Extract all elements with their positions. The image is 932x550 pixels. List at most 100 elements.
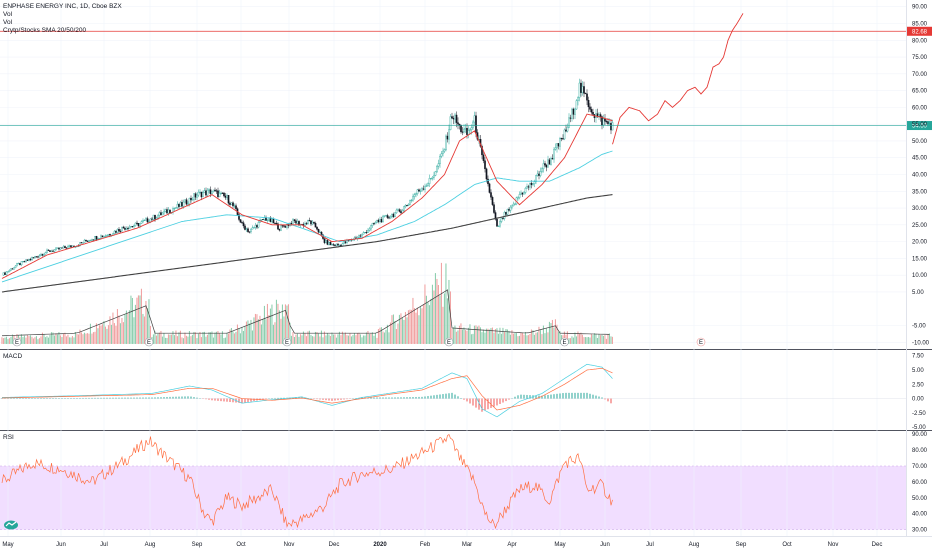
volume-bar (425, 295, 427, 344)
candle-body (365, 232, 368, 234)
candle-body (196, 194, 198, 198)
volume-bar (10, 336, 12, 344)
volume-bar (181, 337, 183, 344)
volume-bar (436, 278, 438, 344)
volume-bar (56, 334, 58, 344)
volume-bar (527, 335, 529, 344)
candle-body (106, 235, 108, 237)
candle-body (569, 117, 572, 119)
volume-bar (53, 335, 55, 344)
candle-body (95, 236, 98, 240)
macd-histogram-bar (574, 392, 576, 399)
volume-bar (68, 337, 70, 344)
volume-bar (230, 327, 232, 344)
volume-bar (442, 306, 444, 344)
volume-bar (274, 322, 276, 344)
macd-histogram-bar (421, 396, 423, 399)
volume-bar (154, 331, 156, 344)
candle-body (404, 205, 407, 207)
volume-bar (83, 332, 85, 344)
macd-label[interactable]: MACD (3, 353, 23, 360)
candle-body (499, 221, 501, 227)
candle-body (5, 271, 8, 275)
candle-body (164, 209, 167, 212)
candle-body (422, 188, 425, 190)
earnings-marker-label: E (699, 340, 703, 346)
volume-bar (211, 331, 213, 344)
volume-bar (5, 336, 7, 344)
macd-histogram-bar (217, 398, 219, 401)
candle-body (586, 93, 588, 101)
volume-bar (152, 334, 154, 344)
price-axis-tick: 0.00 (912, 397, 924, 403)
volume-bar (259, 315, 261, 344)
price-axis[interactable]: 90.00 85.00 80.00 75.00 70.00 65.00 60.00 55.00… (912, 5, 930, 534)
macd-histogram-bar (88, 397, 90, 399)
candle-body (440, 153, 443, 157)
candle-body (151, 218, 153, 220)
volume-bar (106, 328, 108, 344)
volume-bar (547, 332, 549, 344)
time-axis[interactable]: May Jun Jul Aug Sep Oct Nov Dec 2020 Feb Mar Apr May… (2, 542, 882, 548)
candle-body (184, 199, 186, 203)
tradingview-logo-icon[interactable] (3, 518, 19, 530)
candle-body (232, 202, 234, 207)
volume-bar (535, 332, 537, 344)
macd-histogram-bar (52, 398, 54, 399)
volume-bar (289, 322, 291, 344)
volume-bar (572, 337, 574, 344)
volume-bar (82, 334, 84, 344)
volume-bar (605, 338, 607, 344)
symbol-legend[interactable]: ENPHASE ENERGY INC, 1D, Cboe BZX Vol Vol… (3, 3, 122, 35)
volume-bar (107, 325, 109, 344)
macd-histogram-bar (559, 393, 561, 399)
volume-bar (71, 336, 73, 344)
volume-bar (404, 311, 406, 344)
volume-bar (281, 304, 283, 344)
candle-body (181, 202, 183, 207)
price-tag-label: 82.68 (912, 29, 928, 35)
volume-bar (397, 323, 399, 344)
candle-body (488, 183, 491, 193)
volume-bar (49, 335, 51, 344)
volume-bar (31, 336, 33, 344)
price-axis-tick: 85.00 (912, 21, 928, 27)
volume-bar (2, 338, 4, 344)
price-axis-tick: 30.00 (912, 528, 928, 534)
rsi-label[interactable]: RSI (3, 434, 14, 441)
volume-bar (520, 332, 522, 344)
candle-body (62, 246, 65, 249)
volume-bar (256, 314, 258, 344)
candle-body (286, 224, 288, 228)
macd-histogram-bar (31, 398, 33, 399)
macd-histogram-bar (547, 394, 549, 399)
candle-body (250, 228, 252, 232)
volume-bar (127, 313, 129, 344)
volume-bar (199, 331, 201, 344)
candle-body (311, 222, 314, 225)
candle-body (214, 189, 216, 191)
macd-histogram-bar (166, 396, 168, 399)
candle-body (374, 222, 377, 225)
volume-bar (388, 332, 390, 344)
candles[interactable] (2, 78, 614, 276)
macd-histogram-bar (241, 398, 243, 404)
horizontal-lines[interactable]: 82.68 54.59 (0, 26, 932, 131)
price-axis-tick: 70.00 (912, 72, 928, 78)
volume-bar (175, 330, 177, 344)
candle-body (317, 229, 320, 233)
candle-body (229, 202, 231, 205)
candle-body (146, 218, 149, 223)
macd-histogram-bar (334, 398, 336, 401)
candle-body (10, 268, 12, 271)
volume-bar (568, 338, 570, 344)
volume-bar (8, 338, 10, 344)
volume-bar (596, 338, 598, 344)
macd-histogram-bar (190, 396, 192, 399)
volume-bar (473, 325, 475, 344)
volume-bar (292, 332, 294, 344)
candle-body (461, 131, 464, 133)
macd-histogram-bar (451, 392, 453, 399)
